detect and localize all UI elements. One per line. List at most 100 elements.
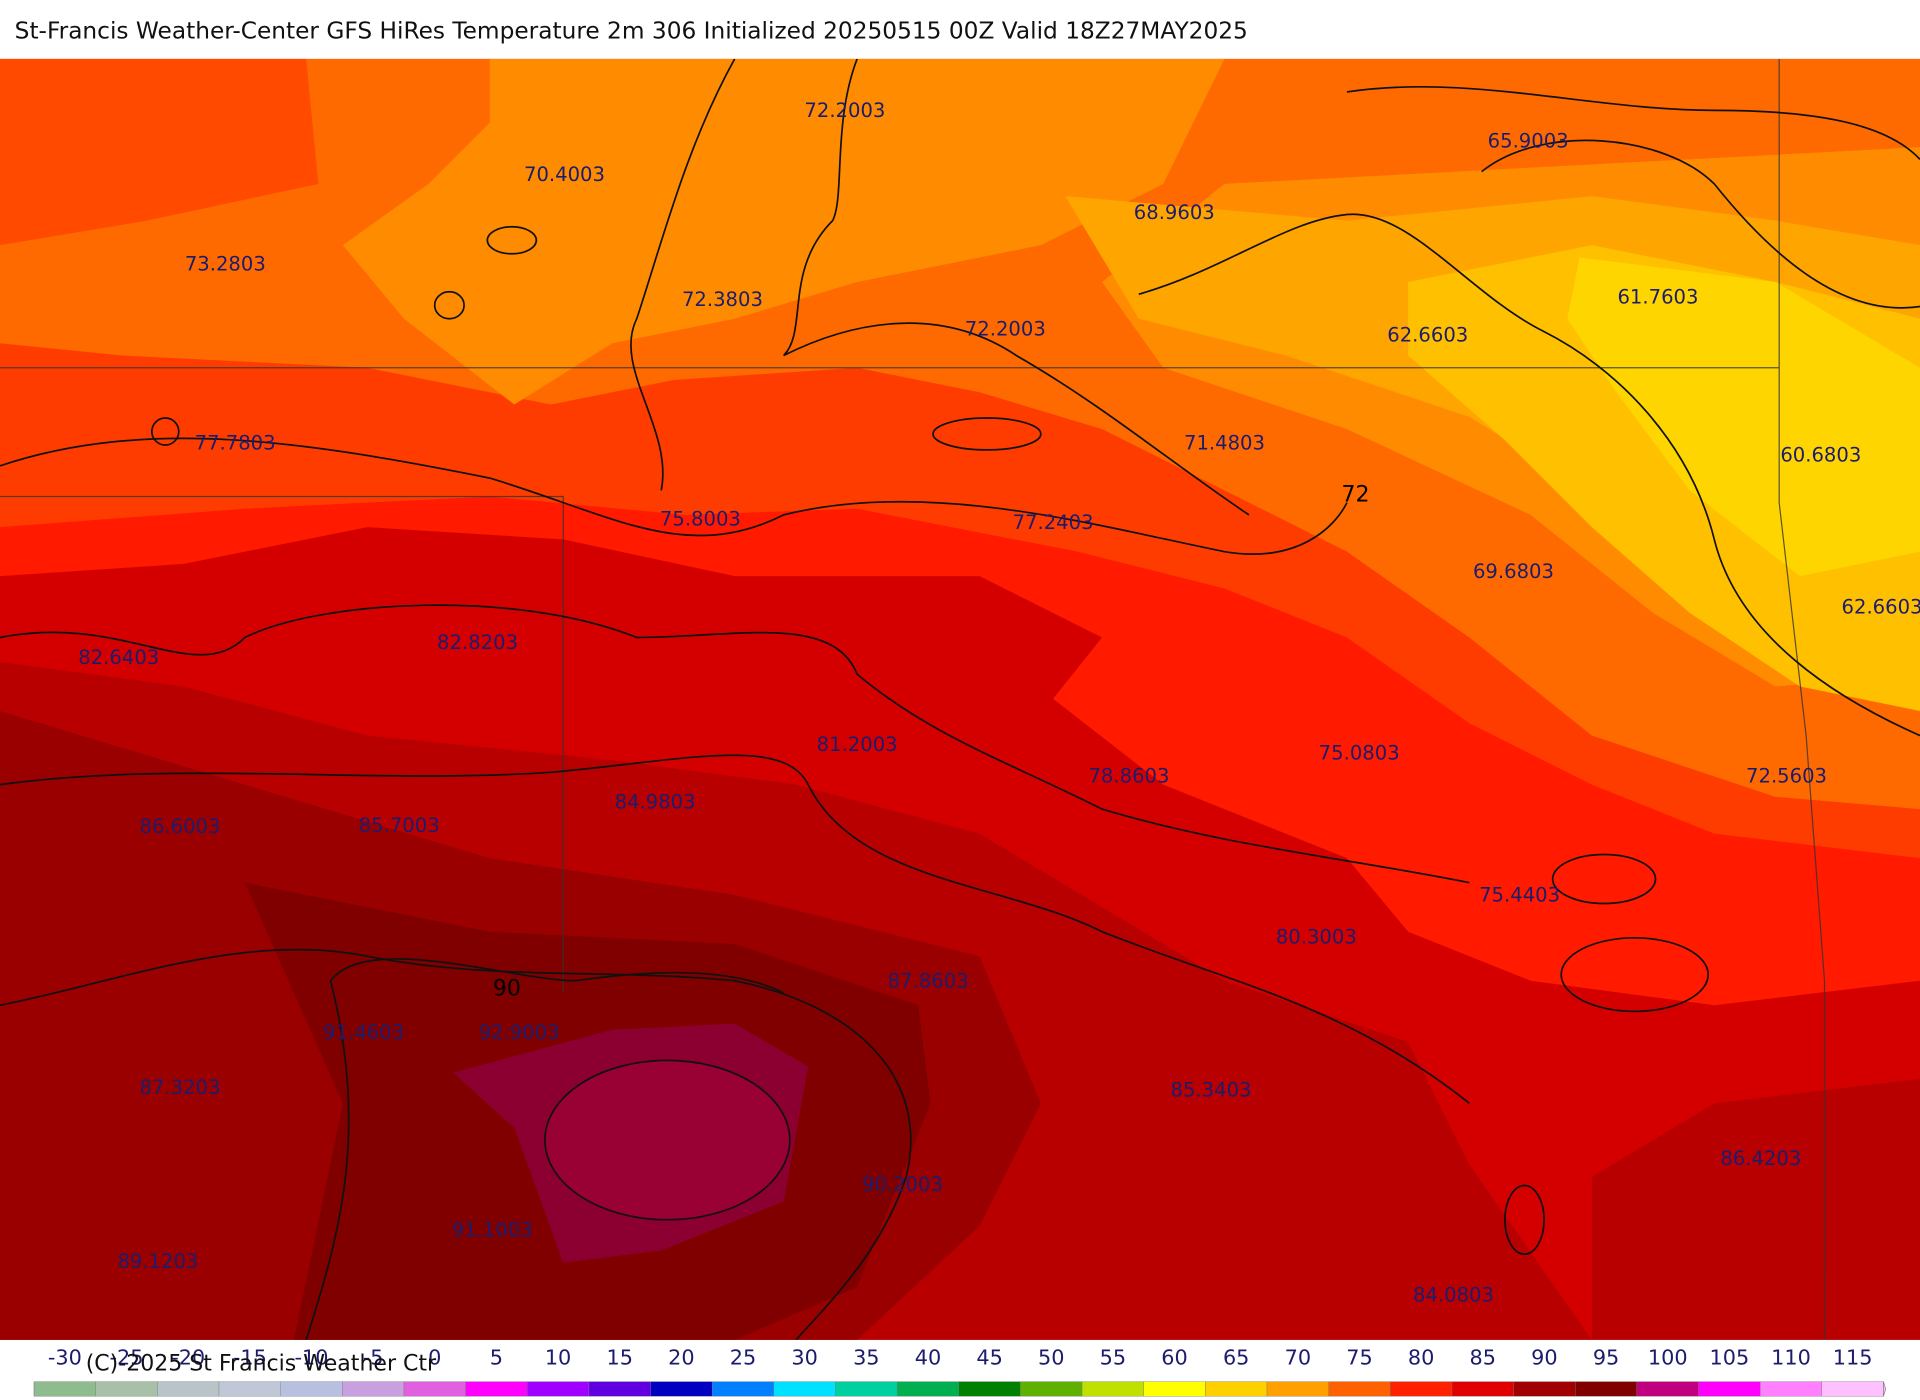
map-label: 84.0803 xyxy=(1413,1283,1494,1306)
map-label: 87.8603 xyxy=(888,969,969,992)
colorbar-segment xyxy=(1575,1381,1638,1397)
map-label: 72.2003 xyxy=(965,317,1046,340)
colorbar-tick-label: -20 xyxy=(171,1345,205,1369)
map-label: 75.8003 xyxy=(660,507,741,530)
colorbar-segment xyxy=(835,1381,898,1397)
contour-label: 90 xyxy=(493,976,521,1001)
colorbar-segment xyxy=(1205,1381,1268,1397)
map-label: 84.9803 xyxy=(615,790,696,813)
colorbar-tick-label: 0 xyxy=(428,1345,441,1369)
map-area: 72.2003 70.4003 65.9003 68.9603 73.2803 72.38… xyxy=(0,58,1920,1340)
colorbar-segment xyxy=(1390,1381,1453,1397)
map-label: 62.6603 xyxy=(1387,323,1468,346)
colorbar-segment xyxy=(1698,1381,1761,1397)
map-label: 69.6803 xyxy=(1473,560,1554,583)
colorbar-tick-label: 90 xyxy=(1531,1345,1557,1369)
map-label: 77.7803 xyxy=(195,431,276,454)
colorbar-tick-label: -25 xyxy=(110,1345,144,1369)
map-label: 61.7603 xyxy=(1617,285,1698,308)
colorbar-segment xyxy=(958,1381,1021,1397)
colorbar-segment xyxy=(896,1381,959,1397)
colorbar-tick-label: 85 xyxy=(1470,1345,1496,1369)
map-label: 85.7003 xyxy=(359,814,440,837)
map-label: 72.3803 xyxy=(682,288,763,311)
colorbar-tick-label: 80 xyxy=(1408,1345,1434,1369)
map-label: 73.2803 xyxy=(185,252,266,275)
colorbar-segment xyxy=(465,1381,528,1397)
colorbar-tick-label: 75 xyxy=(1346,1345,1372,1369)
colorbar-tick-label: 10 xyxy=(545,1345,571,1369)
colorbar-tick-label: 95 xyxy=(1593,1345,1619,1369)
map-label: 68.9603 xyxy=(1134,201,1215,224)
colorbar-segment xyxy=(1081,1381,1144,1397)
colorbar-tick-label: 65 xyxy=(1223,1345,1249,1369)
colorbar-segment xyxy=(342,1381,405,1397)
map-label: 72.2003 xyxy=(804,99,885,122)
colorbar-tick-label: -5 xyxy=(363,1345,384,1369)
colorbar-segment xyxy=(1636,1381,1699,1397)
colorbar-tick-label: -10 xyxy=(294,1345,328,1369)
colorbar-tick-label: 115 xyxy=(1833,1345,1873,1369)
colorbar-segment xyxy=(1143,1381,1206,1397)
map-label: 92.9003 xyxy=(479,1021,560,1044)
colorbar-segment xyxy=(588,1381,651,1397)
colorbar-tick-label: 100 xyxy=(1648,1345,1688,1369)
map-label: 81.2003 xyxy=(817,733,898,756)
colorbar-tick-label: -30 xyxy=(48,1345,82,1369)
colorbar-tick-label: 60 xyxy=(1161,1345,1187,1369)
colorbar-tick-label: 70 xyxy=(1285,1345,1311,1369)
map-label: 82.6403 xyxy=(78,646,159,669)
map-label: 75.0803 xyxy=(1319,741,1400,764)
map-label: 80.3003 xyxy=(1276,925,1357,948)
colorbar-tick-label: 110 xyxy=(1771,1345,1811,1369)
colorbar-segment xyxy=(1821,1381,1884,1397)
map-label: 72.5603 xyxy=(1746,765,1827,788)
colorbar-segment xyxy=(218,1381,281,1397)
colorbar-tick-label: 35 xyxy=(853,1345,879,1369)
colorbar-tick-label: -15 xyxy=(233,1345,267,1369)
map-label: 91.4603 xyxy=(323,1021,404,1044)
colorbar-tick-label: 15 xyxy=(606,1345,632,1369)
map-label: 90.2003 xyxy=(862,1173,943,1196)
colorbar-segment xyxy=(773,1381,836,1397)
map-label: 62.6603 xyxy=(1842,596,1920,619)
map-label: 89.1203 xyxy=(117,1250,198,1273)
colorbar-tick-label: 50 xyxy=(1038,1345,1064,1369)
colorbar-segment xyxy=(650,1381,713,1397)
copyright: (C)-2025 St Francis Weather Ctr xyxy=(86,1351,437,1376)
colorbar-segment xyxy=(403,1381,466,1397)
colorbar-tick-label: 5 xyxy=(490,1345,503,1369)
map-label: 77.2403 xyxy=(1013,511,1094,534)
colorbar-tick-label: 30 xyxy=(791,1345,817,1369)
map-label: 87.3203 xyxy=(140,1076,221,1099)
map-label: 78.8603 xyxy=(1088,765,1169,788)
colorbar-segment xyxy=(1513,1381,1576,1397)
colorbar-segment xyxy=(280,1381,343,1397)
map-label: 65.9003 xyxy=(1488,130,1569,153)
map-label: 86.4203 xyxy=(1720,1147,1801,1170)
title: St-Francis Weather-Center GFS HiRes Temp… xyxy=(15,17,1248,44)
colorbar-segment xyxy=(1020,1381,1083,1397)
colorbar-segment xyxy=(712,1381,775,1397)
colorbar-tick-label: 40 xyxy=(915,1345,941,1369)
contour-label: 72 xyxy=(1341,482,1369,507)
colorbar-tick-label: 25 xyxy=(730,1345,756,1369)
map-label: 70.4003 xyxy=(524,163,605,186)
colorbar-tick-label: 45 xyxy=(976,1345,1002,1369)
map-label: 71.4803 xyxy=(1184,431,1265,454)
map-label: 75.4403 xyxy=(1479,884,1560,907)
colorbar-segment xyxy=(1328,1381,1391,1397)
colorbar-right-arrow xyxy=(1883,1381,1887,1397)
colorbar-tick-label: 55 xyxy=(1100,1345,1126,1369)
map-label: 85.3403 xyxy=(1171,1079,1252,1102)
colorbar-tick-label: 20 xyxy=(668,1345,694,1369)
colorbar-segment xyxy=(33,1381,96,1397)
map-label: 91.1003 xyxy=(452,1218,533,1241)
colorbar-segment xyxy=(527,1381,590,1397)
colorbar-segment xyxy=(95,1381,158,1397)
colorbar-tick-label: 105 xyxy=(1710,1345,1750,1369)
colorbar-segment xyxy=(1451,1381,1514,1397)
colorbar-segment xyxy=(157,1381,220,1397)
